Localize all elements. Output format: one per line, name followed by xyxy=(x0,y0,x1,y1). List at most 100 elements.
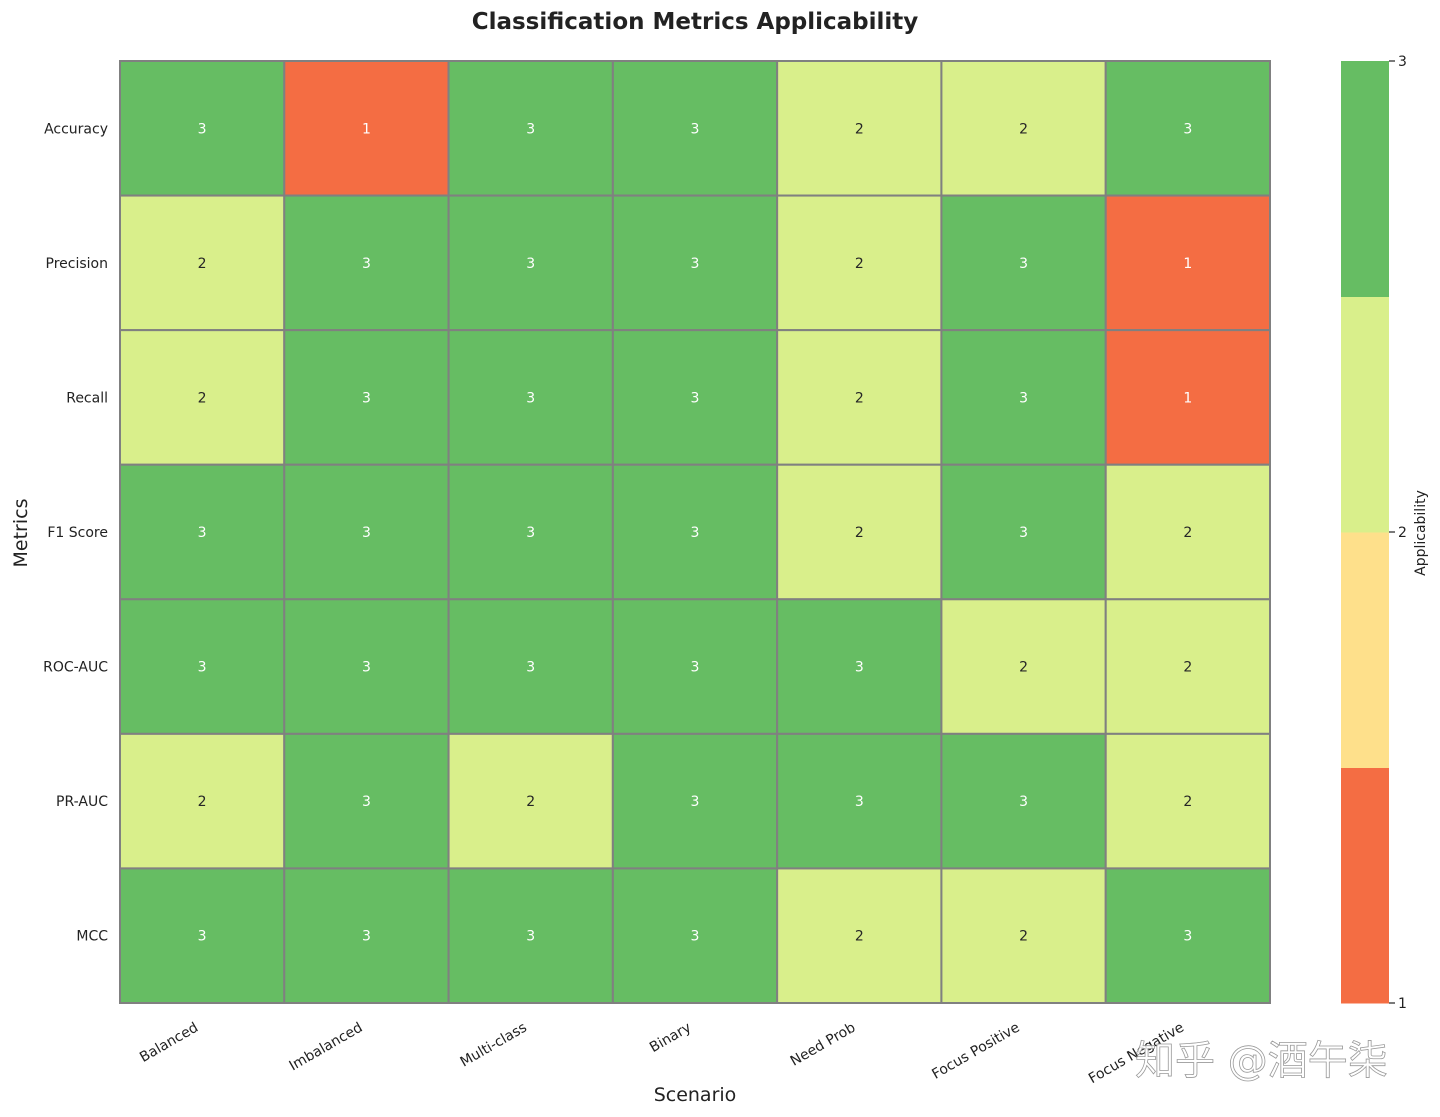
heatmap-cell xyxy=(940,463,1107,601)
colorbar-segment xyxy=(1341,532,1389,768)
cell-value-label: 2 xyxy=(1183,660,1192,676)
heatmap-cell xyxy=(611,329,779,466)
x-tick-label: Multi-class xyxy=(458,1020,530,1071)
y-tick-labels: Accuracy Precision Recall F1 Score ROC-AUC PR… xyxy=(43,121,108,944)
cell-value-label: 2 xyxy=(855,525,864,541)
heatmap-cell xyxy=(283,329,450,466)
colorbar-segment xyxy=(1341,296,1389,533)
heatmap-cell xyxy=(1104,463,1271,601)
heatmap-cell xyxy=(776,867,943,1005)
y-tick-label: ROC-AUC xyxy=(43,660,108,676)
watermark-text: 知乎 @酒午柒 xyxy=(1135,1038,1388,1084)
cell-value-label: 3 xyxy=(526,390,535,406)
cell-value-label: 2 xyxy=(855,256,864,272)
cell-value-label: 3 xyxy=(198,660,207,676)
cell-value-label: 3 xyxy=(691,929,700,945)
y-tick-label: Precision xyxy=(46,256,108,272)
heatmap-cell xyxy=(776,60,943,197)
heatmap-cell xyxy=(447,732,614,870)
cell-value-label: 3 xyxy=(526,525,535,541)
cell-value-label: 2 xyxy=(1183,525,1192,541)
heatmap-cell xyxy=(611,60,779,197)
heatmap-cell xyxy=(447,60,614,197)
y-tick-label: PR-AUC xyxy=(56,794,108,810)
x-axis-label: Scenario xyxy=(654,1084,737,1106)
x-tick-label: Need Prob xyxy=(788,1020,859,1070)
heatmap-cell xyxy=(447,329,614,466)
heatmap-cell xyxy=(119,867,286,1005)
heatmap-cell xyxy=(1104,194,1271,332)
heatmap-cell xyxy=(447,867,614,1005)
cell-value-label: 3 xyxy=(691,525,700,541)
cell-value-label: 3 xyxy=(1183,121,1192,137)
cell-value-label: 2 xyxy=(198,256,207,272)
cell-value-label: 3 xyxy=(691,121,700,137)
heatmap-cell xyxy=(776,194,943,332)
cell-value-label: 2 xyxy=(198,390,207,406)
heatmap-cell xyxy=(1104,329,1271,466)
cell-value-label: 2 xyxy=(1019,121,1028,137)
cell-value-label: 3 xyxy=(1019,794,1028,810)
cell-value-label: 3 xyxy=(362,525,371,541)
heatmap-cell xyxy=(283,732,450,870)
colorbar-tick-label: 2 xyxy=(1398,525,1407,541)
colorbar: 1 2 3 xyxy=(1341,54,1407,1012)
colorbar-label: Applicability xyxy=(1413,490,1429,576)
heatmap-cell xyxy=(611,867,779,1005)
heatmap-cell xyxy=(1104,732,1271,870)
y-axis-label: Metrics xyxy=(10,499,32,568)
cell-value-label: 3 xyxy=(526,121,535,137)
heatmap-cell xyxy=(940,60,1107,197)
cell-value-label: 2 xyxy=(855,929,864,945)
cell-value-label: 3 xyxy=(1183,929,1192,945)
x-tick-label: Imbalanced xyxy=(287,1020,366,1075)
x-tick-labels: Balanced Imbalanced Multi-class Binary Need … xyxy=(137,1020,1187,1088)
cell-value-label: 2 xyxy=(855,121,864,137)
colorbar-segment xyxy=(1341,767,1389,1004)
heatmap-cell xyxy=(119,732,286,870)
cell-value-label: 3 xyxy=(526,256,535,272)
heatmap-cell xyxy=(119,60,286,197)
cell-value-label: 2 xyxy=(855,390,864,406)
cell-value-label: 3 xyxy=(855,794,864,810)
heatmap-cell xyxy=(1104,867,1271,1005)
x-tick-label: Balanced xyxy=(137,1020,201,1066)
cell-value-label: 2 xyxy=(1019,929,1028,945)
cell-value-label: 3 xyxy=(362,390,371,406)
heatmap-cell xyxy=(940,867,1107,1005)
chart-title: Classification Metrics Applicability xyxy=(472,9,919,35)
heatmap-cell xyxy=(611,463,779,601)
cell-value-label: 3 xyxy=(1019,525,1028,541)
cell-value-label: 3 xyxy=(691,660,700,676)
cell-value-label: 3 xyxy=(526,929,535,945)
heatmap-cell xyxy=(119,598,286,735)
heatmap-cell xyxy=(776,329,943,466)
cell-value-label: 3 xyxy=(691,390,700,406)
cell-value-label: 2 xyxy=(1183,794,1192,810)
heatmap-cell xyxy=(119,463,286,601)
x-tick-label: Binary xyxy=(647,1020,694,1056)
heatmap-cell xyxy=(283,60,450,197)
colorbar-segment xyxy=(1341,61,1389,297)
cell-value-label: 1 xyxy=(1183,390,1192,406)
heatmap-cell xyxy=(1104,598,1271,735)
heatmap-cells: 3 1 3 3 2 2 3 2 3 3 3 2 3 1 2 3 3 3 2 3 1 3 3 3 3 2 3 2 3 3 3 3 3 2 2 2 3 2 3 3… xyxy=(119,60,1271,1005)
cell-value-label: 3 xyxy=(855,660,864,676)
cell-value-label: 3 xyxy=(362,660,371,676)
cell-value-label: 3 xyxy=(198,929,207,945)
y-tick-label: Accuracy xyxy=(44,121,108,137)
cell-value-label: 3 xyxy=(362,256,371,272)
cell-value-label: 3 xyxy=(1019,390,1028,406)
cell-value-label: 3 xyxy=(198,525,207,541)
cell-value-label: 3 xyxy=(691,794,700,810)
y-tick-label: F1 Score xyxy=(47,525,108,541)
cell-value-label: 3 xyxy=(362,794,371,810)
y-tick-label: Recall xyxy=(66,390,108,406)
cell-value-label: 2 xyxy=(526,794,535,810)
cell-value-label: 1 xyxy=(362,121,371,137)
heatmap-cell xyxy=(776,732,943,870)
heatmap-cell xyxy=(447,194,614,332)
heatmap-cell xyxy=(283,463,450,601)
x-tick-label: Focus Positive xyxy=(929,1020,1022,1083)
